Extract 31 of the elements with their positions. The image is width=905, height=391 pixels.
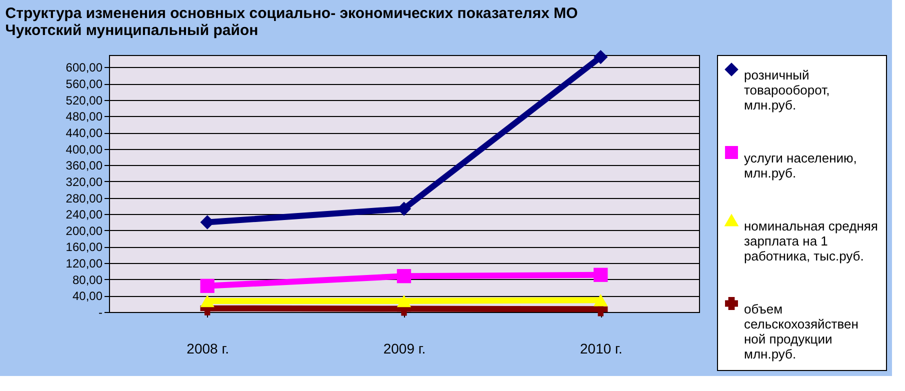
y-tick-label: 480,00	[66, 110, 103, 124]
legend-label: номинальная средняя зарплата на 1 работника, тыс.руб.	[744, 218, 878, 264]
point	[200, 278, 214, 293]
y-tick-label: 160,00	[66, 240, 103, 254]
y-tick-label: 520,00	[66, 93, 103, 108]
x-tick-label: 2009 г.	[383, 340, 426, 356]
point	[594, 50, 608, 64]
x-tick-label: 2010 г.	[580, 340, 622, 356]
legend-label: услуги населению, млн.руб.	[744, 150, 857, 180]
y-tick-label: 120,00	[66, 256, 103, 271]
y-tick-label: -	[98, 306, 102, 320]
y-tick-label: 400,00	[66, 142, 103, 156]
y-tick-label: 240,00	[66, 208, 103, 222]
point	[396, 269, 412, 284]
y-tick-label: 600,00	[66, 60, 103, 75]
x-tick-label: 2008 г.	[186, 340, 229, 356]
y-tick-label: 40,00	[72, 289, 103, 304]
legend-label: объем сельскохозяйственной продукции млн.руб.	[744, 302, 858, 362]
legend-label: розничный товарооборот, млн.руб.	[744, 68, 830, 112]
point	[594, 268, 608, 282]
y-tick-label: 560,00	[66, 77, 103, 92]
y-tick-label: 360,00	[66, 158, 103, 173]
y-tick-label: 80,00	[72, 272, 103, 287]
point	[594, 294, 608, 306]
y-tick-label: 280,00	[66, 191, 103, 206]
chart-title: Структура изменения основных социально- экономических показателях МО Чукотский муниципальный район	[5, 4, 578, 39]
point	[396, 294, 412, 308]
y-tick-label: 440,00	[66, 126, 103, 140]
point	[200, 294, 214, 308]
y-tick-label: 200,00	[66, 224, 103, 238]
y-tick-label: 320,00	[66, 174, 103, 189]
